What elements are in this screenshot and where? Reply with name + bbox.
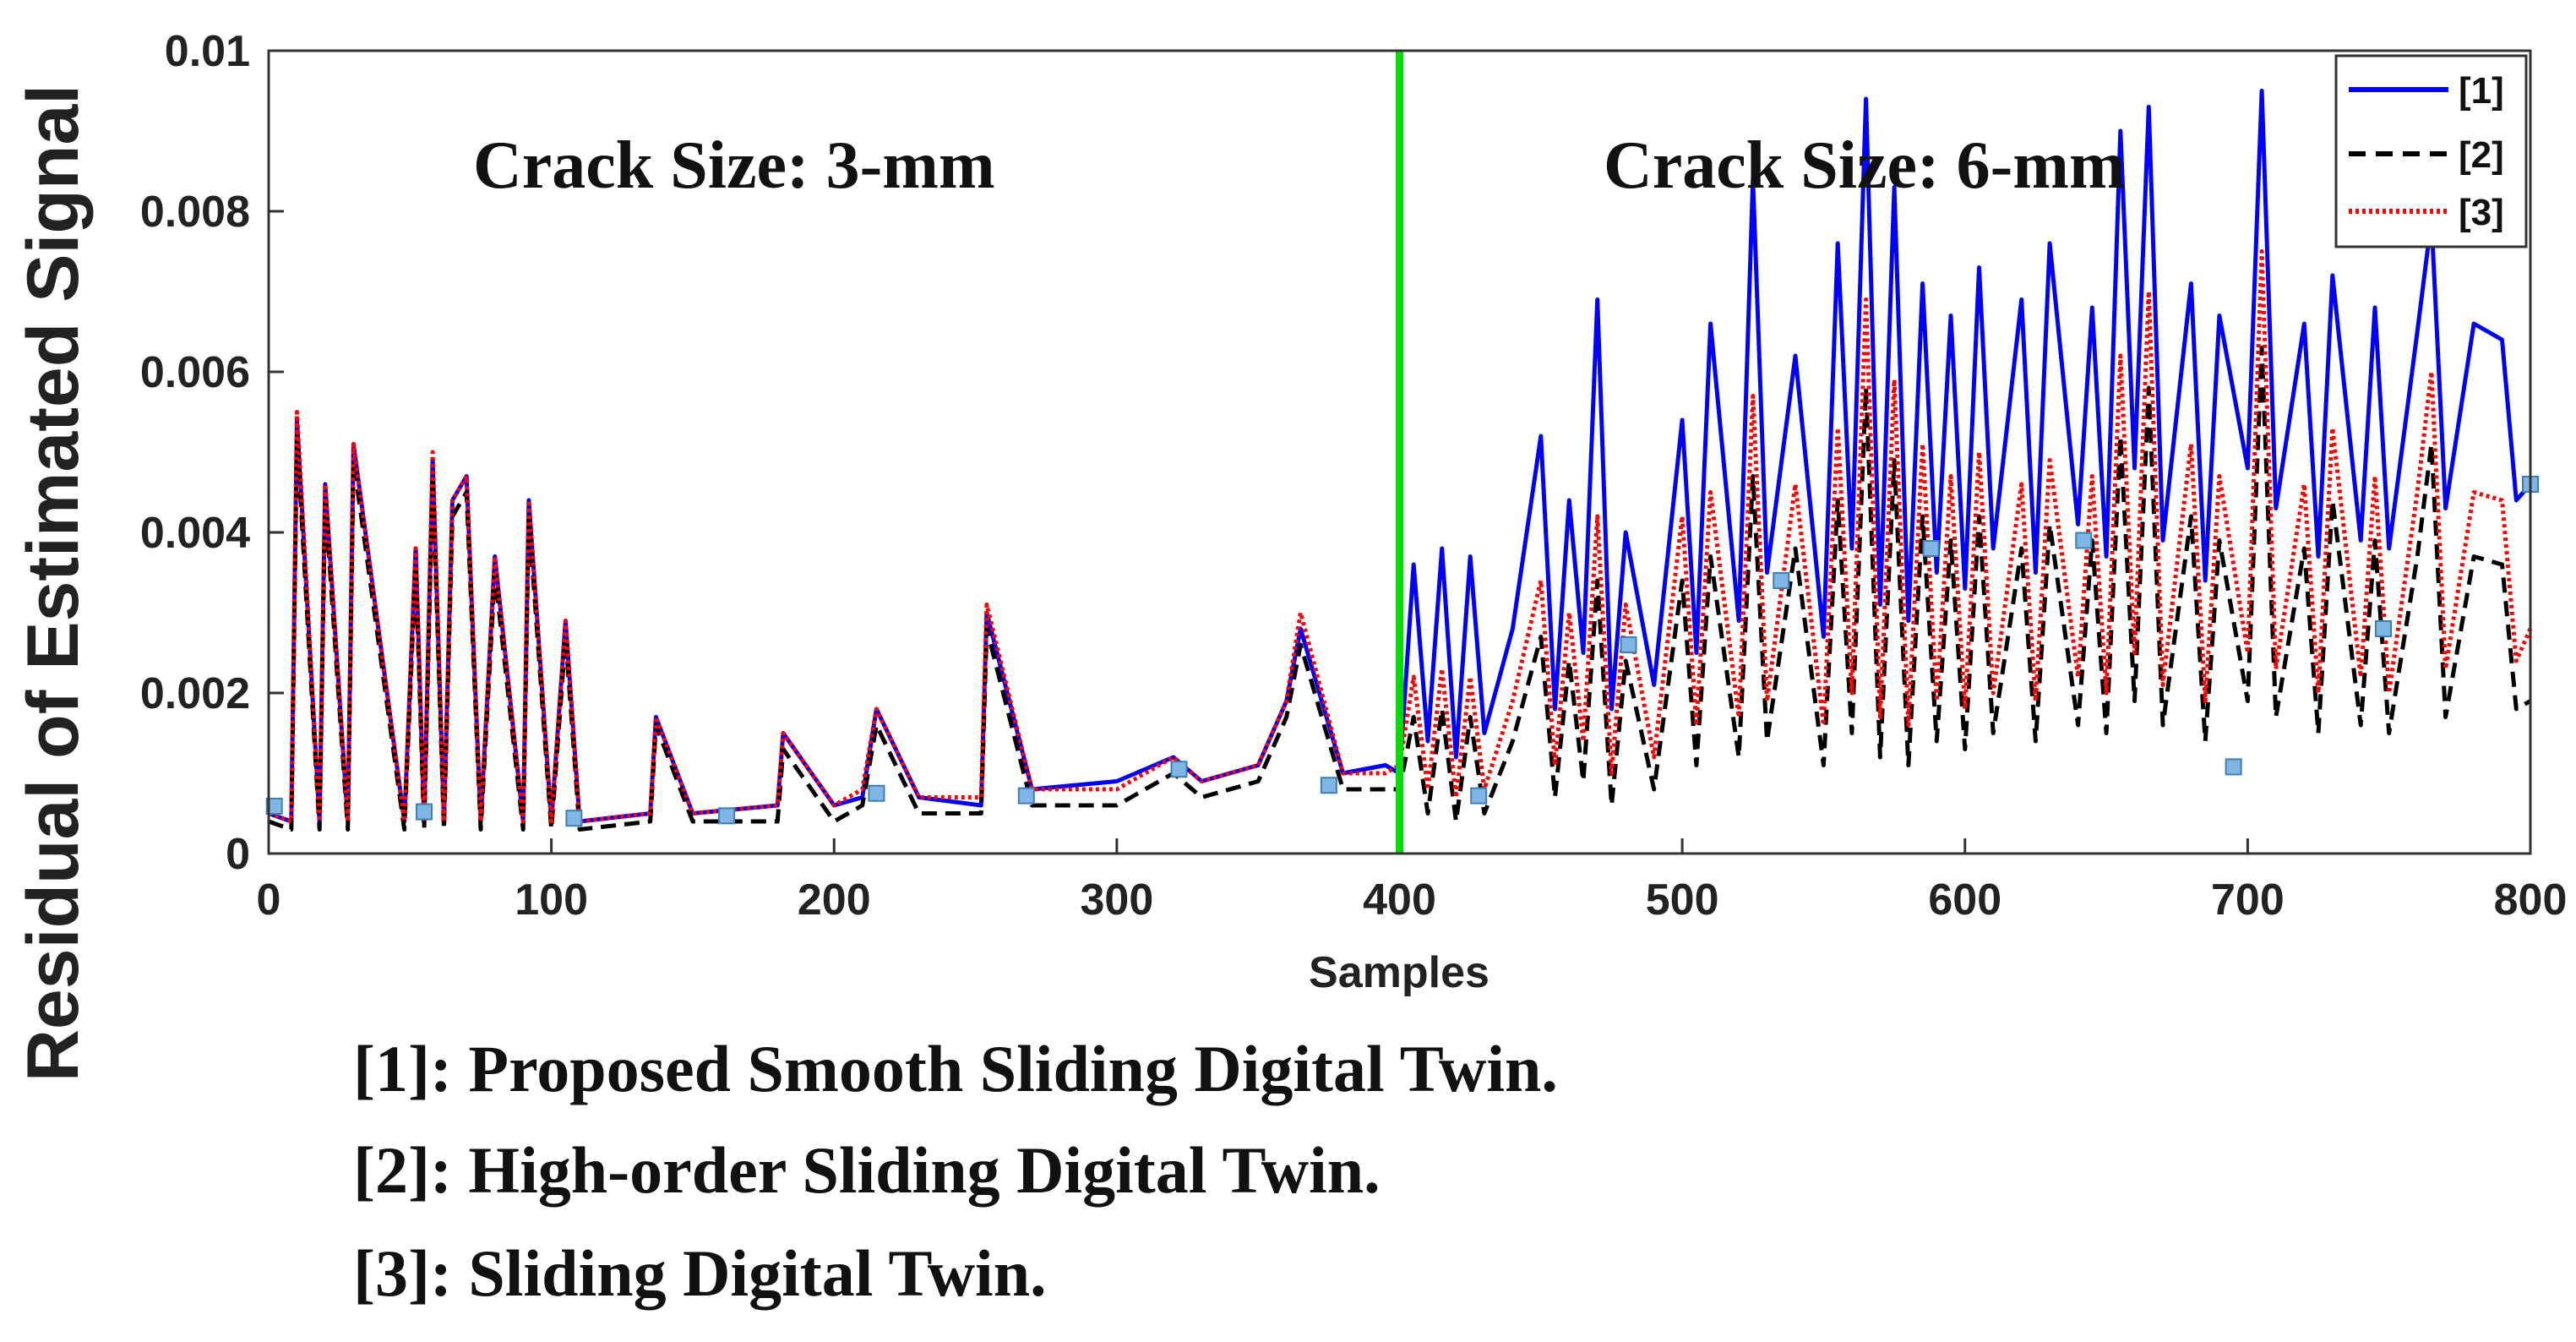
legend-label-3: [3] <box>2459 192 2504 233</box>
data-marker <box>2075 532 2093 549</box>
data-marker <box>265 797 283 815</box>
axis-ticks: 0 100 200 300 400 500 600 700 800 0 0.002 0.004 0.00… <box>140 27 2568 925</box>
series-layer <box>268 89 2533 832</box>
x-axis-label: Samples <box>1309 948 1490 997</box>
x-tick-label: 700 <box>2211 876 2285 925</box>
x-tick-label: 400 <box>1363 876 1436 925</box>
data-marker <box>868 784 885 802</box>
x-tick-label: 800 <box>2494 876 2568 925</box>
x-tick-label: 100 <box>515 876 588 925</box>
data-marker <box>718 807 736 825</box>
legend-label-1: [1] <box>2459 70 2504 112</box>
x-tick-label: 500 <box>1646 876 1719 925</box>
caption-line-2: [2]: High-order Sliding Digital Twin. <box>353 1133 1381 1207</box>
annotation-crack-3mm: Crack Size: 3-mm <box>473 128 995 203</box>
annotation-crack-6mm: Crack Size: 6-mm <box>1604 128 2126 203</box>
legend: [1] [2] [3] <box>2334 54 2528 248</box>
x-tick-label: 300 <box>1080 876 1153 925</box>
marker-layer <box>265 476 2539 827</box>
data-marker <box>1017 787 1035 805</box>
caption-line-1: [1]: Proposed Smooth Sliding Digital Twi… <box>353 1032 1558 1105</box>
y-axis-label: Residual of Estimated Signal <box>13 85 94 1082</box>
data-marker <box>565 810 583 827</box>
plot-frame <box>267 49 2532 855</box>
data-marker <box>2225 758 2242 776</box>
legend-label-2: [2] <box>2459 134 2504 176</box>
y-tick-label: 0.008 <box>140 188 250 237</box>
data-marker <box>1773 572 1790 589</box>
x-tick-label: 0 <box>257 876 281 925</box>
y-tick-label: 0.01 <box>165 27 250 76</box>
data-marker <box>1470 787 1488 805</box>
x-tick-label: 200 <box>798 876 871 925</box>
data-marker <box>2374 620 2392 637</box>
data-marker <box>1170 761 1188 778</box>
data-marker <box>1922 540 1940 557</box>
x-tick-label: 600 <box>1928 876 2001 925</box>
data-marker <box>416 803 433 821</box>
y-tick-label: 0.006 <box>140 348 250 397</box>
data-marker <box>1620 636 1637 653</box>
data-marker <box>1320 777 1337 794</box>
caption-line-3: [3]: Sliding Digital Twin. <box>353 1236 1047 1310</box>
y-tick-label: 0 <box>226 830 250 879</box>
y-tick-label: 0.004 <box>140 509 250 558</box>
y-tick-label: 0.002 <box>140 669 250 718</box>
series-line-3 <box>268 249 2533 824</box>
